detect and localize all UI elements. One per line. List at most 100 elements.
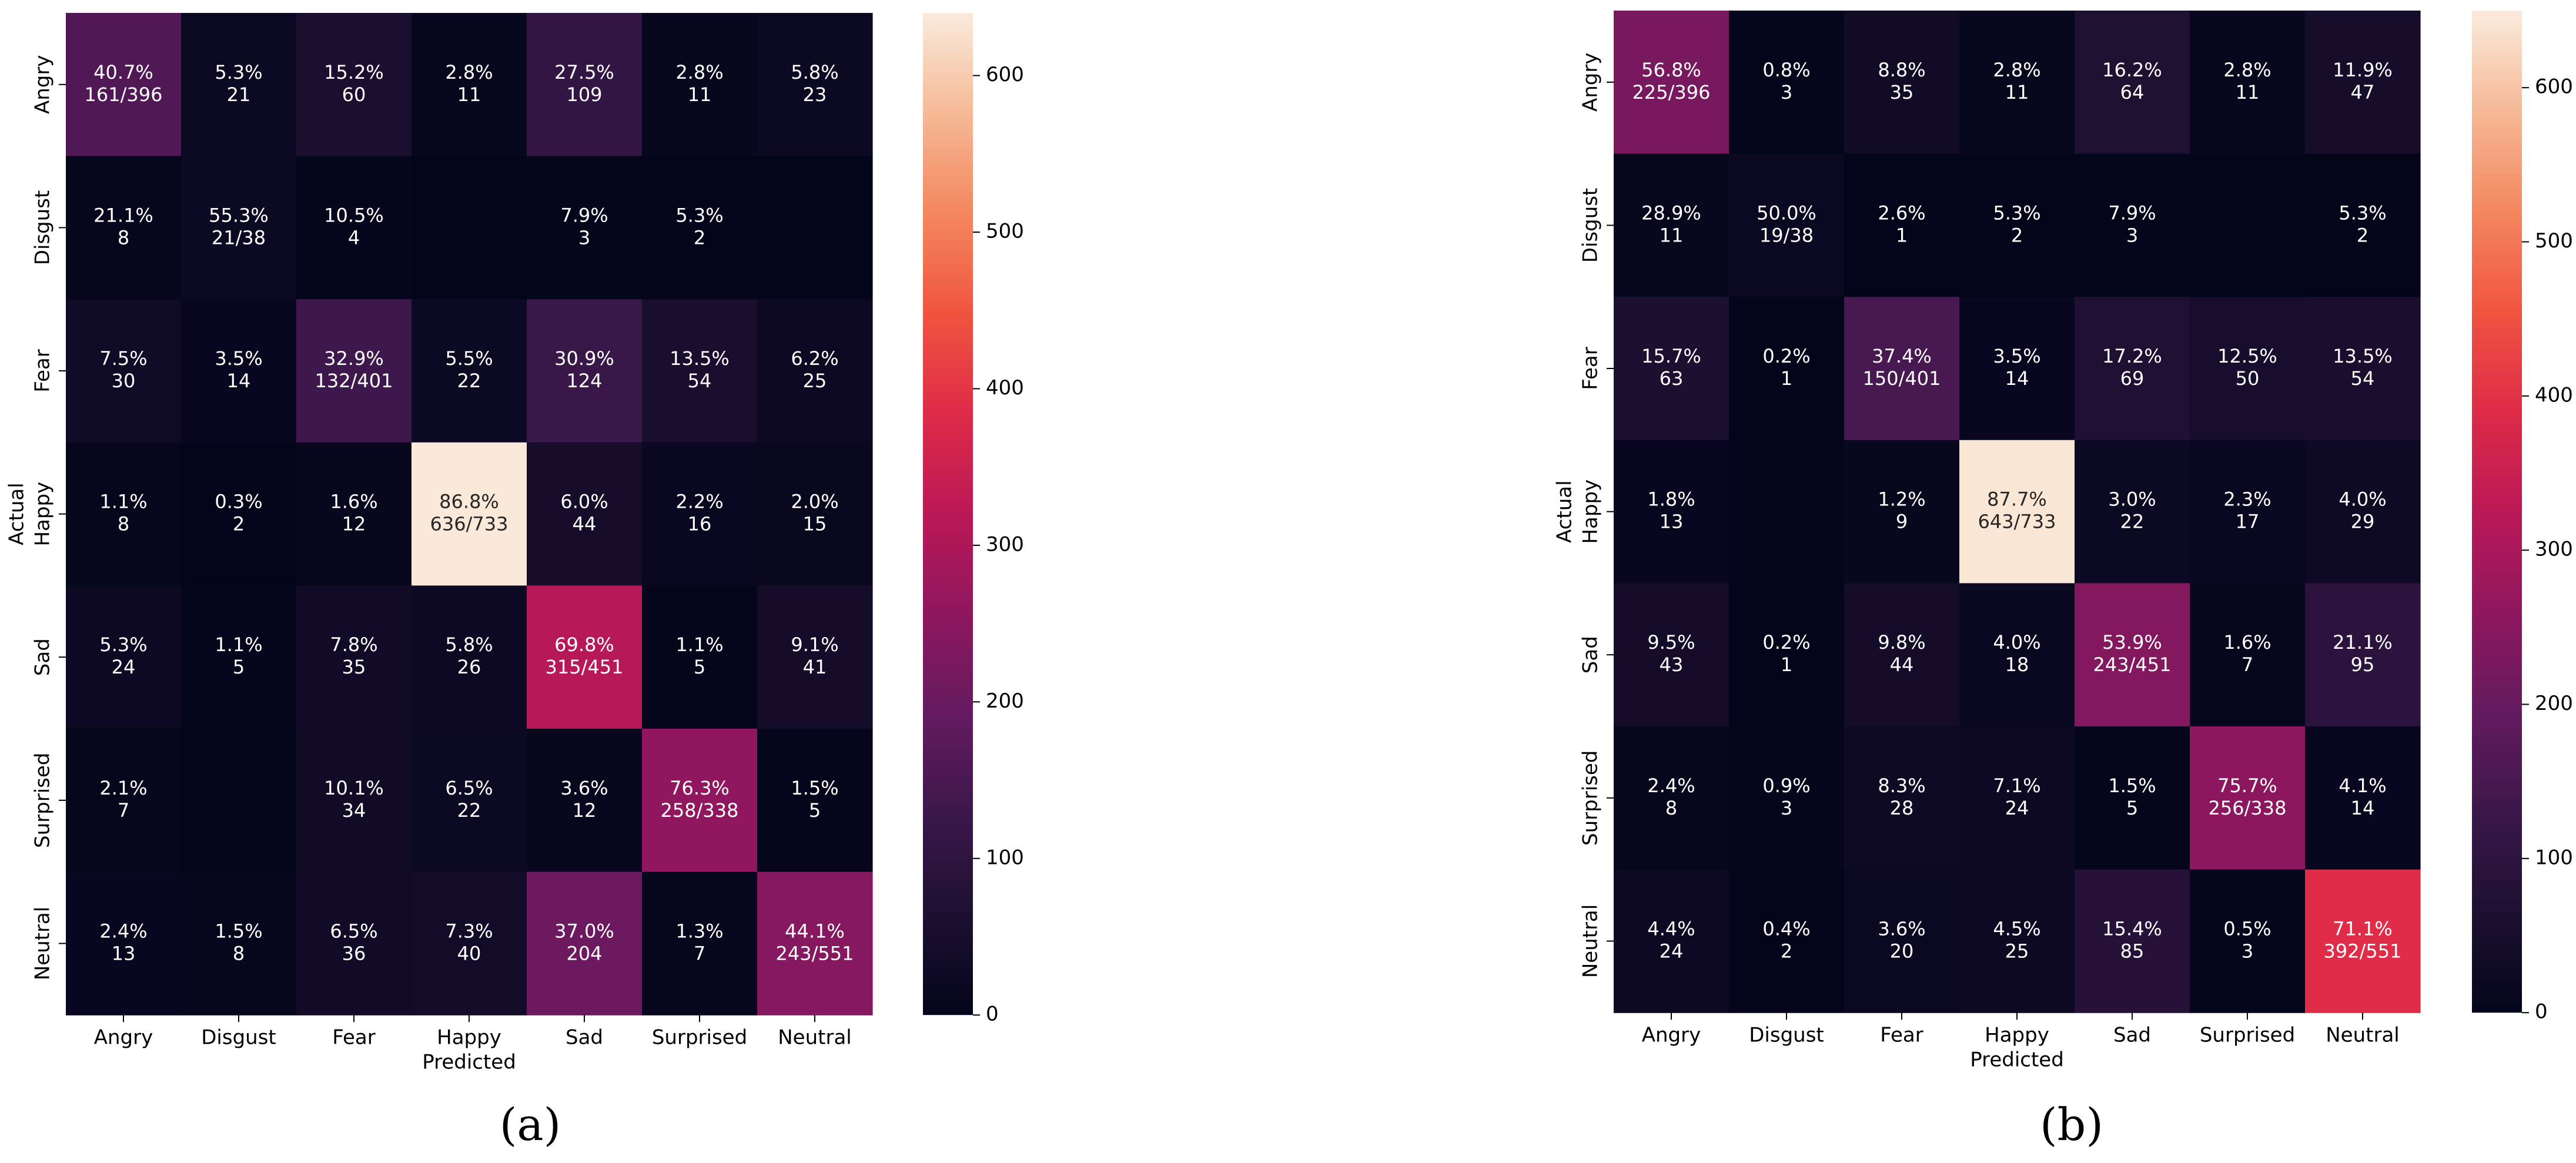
cell-percent-6-2: 3.6% — [1878, 917, 1925, 940]
cell-count-5-6: 5 — [809, 799, 821, 822]
cell-count-0-4: 64 — [2120, 81, 2145, 103]
cell-count-3-2: 12 — [342, 513, 366, 535]
cell-count-4-2: 35 — [342, 656, 366, 678]
heatmap-cell-6-5 — [2190, 869, 2306, 1013]
heatmap-cell-1-0 — [66, 156, 182, 300]
heatmap-cell-1-4 — [2075, 153, 2190, 297]
cell-percent-5-5: 75.7% — [2217, 775, 2277, 797]
cell-percent-4-4: 53.9% — [2102, 631, 2162, 653]
cell-percent-5-4: 1.5% — [2108, 775, 2156, 797]
cell-percent-1-1: 55.3% — [209, 204, 269, 226]
cell-percent-0-5: 2.8% — [2223, 59, 2271, 81]
heatmap-cell-6-4 — [2075, 869, 2190, 1013]
heatmap-cell-6-4 — [527, 872, 643, 1015]
cell-percent-0-3: 2.8% — [445, 61, 493, 83]
heatmap-cell-0-1 — [181, 13, 297, 157]
cell-count-5-2: 28 — [1890, 797, 1914, 819]
cell-count-3-0: 13 — [1660, 511, 1684, 533]
y-tick-label-6: Neutral — [31, 907, 55, 981]
heatmap-cell-2-4 — [527, 299, 643, 443]
cell-count-2-6: 25 — [803, 370, 827, 392]
heatmap-cell-1-6 — [757, 156, 873, 300]
cell-percent-5-0: 2.1% — [99, 777, 147, 799]
cell-percent-4-1: 0.2% — [1762, 631, 1810, 653]
cell-count-3-3: 643/733 — [1978, 511, 2056, 533]
cell-percent-0-2: 8.8% — [1878, 59, 1925, 81]
x-tick-label-0: Angry — [1642, 1024, 1701, 1047]
colorbar-tick-label-1: 100 — [986, 846, 1024, 869]
heatmap-cell-1-1 — [181, 156, 297, 300]
cell-count-6-4: 204 — [566, 942, 602, 964]
x-tick-label-3: Happy — [437, 1026, 501, 1050]
cell-count-5-2: 34 — [342, 799, 366, 822]
heatmap-cell-3-2 — [296, 442, 412, 586]
heatmap-cell-1-5 — [642, 156, 758, 300]
heatmap-cell-4-1 — [1729, 583, 1845, 727]
heatmap-cell-2-3 — [412, 299, 527, 443]
cell-percent-3-2: 1.2% — [1878, 488, 1925, 511]
heatmap-cell-4-3 — [412, 585, 527, 729]
heatmap-cell-1-4 — [527, 156, 643, 300]
cell-percent-4-3: 4.0% — [1993, 631, 2040, 653]
cell-count-1-0: 11 — [1660, 224, 1684, 246]
cell-percent-5-0: 2.4% — [1647, 775, 1695, 797]
cell-percent-3-6: 2.0% — [791, 491, 838, 513]
heatmap-cell-3-5 — [2190, 440, 2306, 584]
cell-count-4-6: 41 — [803, 656, 827, 678]
heatmap-cell-4-2 — [296, 585, 412, 729]
heatmap-cell-5-4 — [527, 729, 643, 873]
cell-count-0-5: 11 — [688, 83, 712, 106]
cell-count-4-1: 1 — [1781, 653, 1792, 676]
cell-count-0-5: 11 — [2236, 81, 2260, 103]
cell-count-4-0: 43 — [1660, 653, 1684, 676]
cell-count-5-0: 7 — [118, 799, 129, 822]
cell-percent-0-5: 2.8% — [675, 61, 723, 83]
cell-percent-1-1: 50.0% — [1757, 202, 1816, 224]
y-tick-label-4: Sad — [1579, 636, 1603, 673]
y-tick-label-6: Neutral — [1579, 904, 1603, 978]
heatmap-cell-1-6 — [2305, 153, 2421, 297]
cell-percent-5-1: 0.9% — [1762, 775, 1810, 797]
cell-percent-6-0: 4.4% — [1647, 917, 1695, 940]
heatmap-cell-3-3 — [1959, 440, 2075, 584]
y-tick-label-3: Happy — [1579, 480, 1603, 544]
cell-percent-1-5: 5.3% — [675, 204, 723, 226]
cell-percent-5-6: 1.5% — [791, 777, 838, 799]
heatmap-cell-5-6 — [757, 729, 873, 873]
heatmap-cell-4-2 — [1844, 583, 1960, 727]
cell-count-6-6: 392/551 — [2324, 940, 2402, 962]
heatmap-cell-4-6 — [2305, 583, 2421, 727]
cell-count-3-0: 8 — [118, 513, 129, 535]
cell-percent-1-3: 5.3% — [1993, 202, 2040, 224]
cell-count-6-5: 3 — [2242, 940, 2253, 962]
cell-percent-5-2: 10.1% — [324, 777, 384, 799]
cell-count-0-0: 161/396 — [85, 83, 163, 106]
cell-count-5-4: 12 — [573, 799, 597, 822]
y-tick-label-5: Surprised — [1579, 750, 1603, 846]
cell-percent-2-3: 5.5% — [445, 347, 493, 370]
caption-b: (b) — [2040, 1098, 2103, 1151]
heatmap-cell-3-4 — [527, 442, 643, 586]
heatmap-cell-1-0 — [1614, 153, 1729, 297]
colorbar-tick-label-6: 600 — [2535, 75, 2573, 99]
heatmap-cell-6-1 — [1729, 869, 1845, 1013]
cell-count-6-0: 24 — [1660, 940, 1684, 962]
heatmap-cell-6-0 — [66, 872, 182, 1015]
cell-percent-2-6: 13.5% — [2333, 345, 2393, 367]
cell-count-4-3: 26 — [457, 656, 481, 678]
heatmap-cell-0-3 — [412, 13, 527, 157]
cell-percent-1-0: 28.9% — [1641, 202, 1701, 224]
cell-percent-4-5: 1.6% — [2223, 631, 2271, 653]
cell-count-2-2: 150/401 — [1863, 367, 1941, 390]
cell-count-6-5: 7 — [694, 942, 705, 964]
y-tick-label-4: Sad — [31, 638, 55, 676]
heatmap-cell-0-4 — [527, 13, 643, 157]
heatmap-cell-2-1 — [181, 299, 297, 443]
x-tick-label-3: Happy — [1985, 1024, 2049, 1047]
heatmap-cell-4-5 — [2190, 583, 2306, 727]
cell-count-6-3: 25 — [2005, 940, 2029, 962]
cell-percent-4-0: 9.5% — [1647, 631, 1695, 653]
colorbar — [923, 13, 973, 1015]
cell-percent-6-6: 44.1% — [785, 920, 845, 942]
cell-count-4-6: 95 — [2351, 653, 2375, 676]
